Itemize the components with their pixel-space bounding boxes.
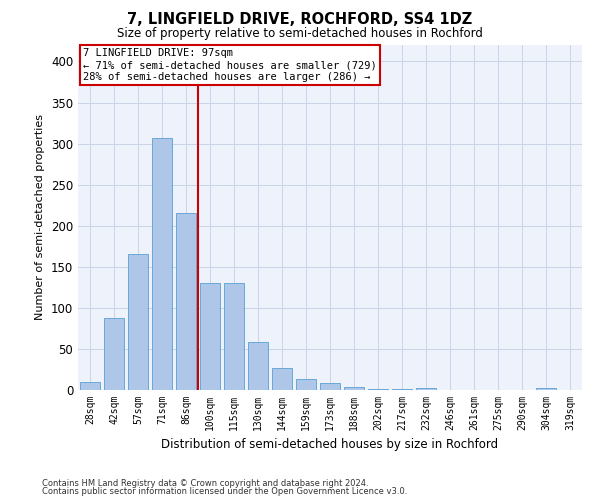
Bar xyxy=(80,382,100,390)
Text: Contains HM Land Registry data © Crown copyright and database right 2024.: Contains HM Land Registry data © Crown c… xyxy=(42,478,368,488)
Bar xyxy=(320,384,340,390)
Bar xyxy=(128,254,148,390)
Bar xyxy=(344,386,364,390)
Bar xyxy=(392,389,412,390)
X-axis label: Distribution of semi-detached houses by size in Rochford: Distribution of semi-detached houses by … xyxy=(161,438,499,452)
Text: Contains public sector information licensed under the Open Government Licence v3: Contains public sector information licen… xyxy=(42,487,407,496)
Bar xyxy=(224,283,244,390)
Bar xyxy=(248,342,268,390)
Bar xyxy=(176,214,196,390)
Bar xyxy=(536,388,556,390)
Text: Size of property relative to semi-detached houses in Rochford: Size of property relative to semi-detach… xyxy=(117,28,483,40)
Bar xyxy=(416,388,436,390)
Bar xyxy=(104,318,124,390)
Bar xyxy=(152,138,172,390)
Text: 7, LINGFIELD DRIVE, ROCHFORD, SS4 1DZ: 7, LINGFIELD DRIVE, ROCHFORD, SS4 1DZ xyxy=(127,12,473,28)
Bar xyxy=(272,368,292,390)
Bar xyxy=(296,378,316,390)
Text: 7 LINGFIELD DRIVE: 97sqm
← 71% of semi-detached houses are smaller (729)
28% of : 7 LINGFIELD DRIVE: 97sqm ← 71% of semi-d… xyxy=(83,48,377,82)
Bar xyxy=(200,283,220,390)
Bar xyxy=(368,389,388,390)
Y-axis label: Number of semi-detached properties: Number of semi-detached properties xyxy=(35,114,46,320)
